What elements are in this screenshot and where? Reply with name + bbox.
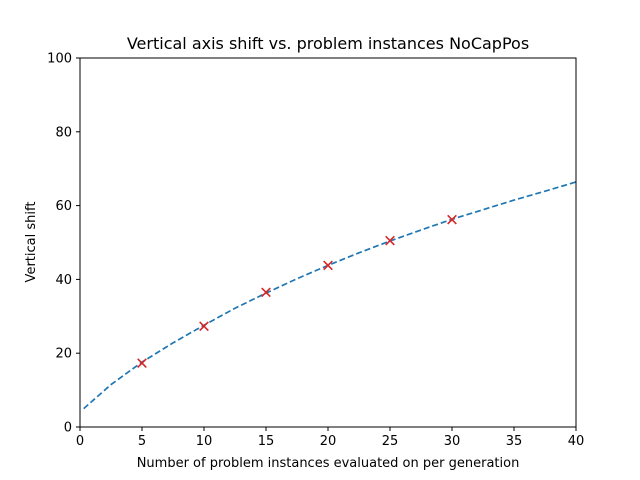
y-tick-label: 0 xyxy=(64,421,72,436)
data-point-marker xyxy=(447,214,457,225)
x-axis-label: Number of problem instances evaluated on… xyxy=(137,456,520,471)
x-tick-label: 5 xyxy=(138,434,146,449)
chart-title: Vertical axis shift vs. problem instance… xyxy=(127,34,529,53)
data-point-marker xyxy=(385,235,395,246)
y-axis-label: Vertical shift xyxy=(24,202,39,283)
x-tick-label: 10 xyxy=(196,434,213,449)
y-tick-label: 80 xyxy=(55,125,72,140)
x-tick-label: 20 xyxy=(320,434,337,449)
plot-frame xyxy=(79,57,577,428)
y-tick-label: 100 xyxy=(47,52,72,67)
y-tick-label: 60 xyxy=(55,199,72,214)
x-tick-label: 40 xyxy=(568,434,585,449)
x-tick-label: 25 xyxy=(382,434,399,449)
x-tick-label: 0 xyxy=(76,434,84,449)
y-tick-label: 40 xyxy=(55,273,72,288)
data-point-marker xyxy=(199,321,209,332)
marker-stroke xyxy=(447,214,457,225)
ticks-layer: 0 5 10 15 20 25 30 35 40 0 20 40 60 80 100 xyxy=(47,52,584,450)
data-point-marker xyxy=(323,260,333,271)
data-point-marker xyxy=(261,287,271,298)
marker-stroke xyxy=(199,321,209,332)
marker-stroke xyxy=(137,358,147,369)
series-layer xyxy=(83,181,577,410)
marker-stroke xyxy=(261,287,271,298)
x-tick-label: 35 xyxy=(506,434,523,449)
marker-stroke xyxy=(323,260,333,271)
x-tick-label: 15 xyxy=(258,434,275,449)
fit-curve-line xyxy=(83,181,577,410)
data-point-marker xyxy=(137,358,147,369)
y-tick-label: 20 xyxy=(55,347,72,362)
x-tick-label: 30 xyxy=(444,434,461,449)
marker-stroke xyxy=(385,235,395,246)
